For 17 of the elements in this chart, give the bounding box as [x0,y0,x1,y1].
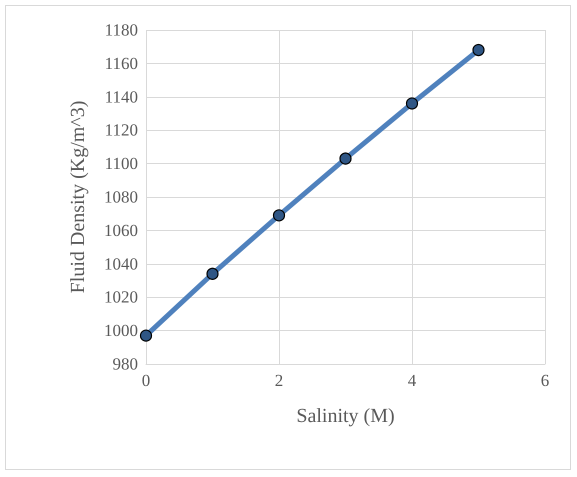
y-tick-label: 980 [112,354,138,374]
y-tick-label: 1080 [104,188,138,206]
y-tick-label: 1180 [104,20,138,40]
x-tick-label: 0 [142,371,150,390]
y-tick-label: 1120 [104,120,138,140]
y-tick-label: 1100 [104,154,138,174]
y-axis-title: Fluid Density (Kg/m^3) [67,100,89,294]
y-tick-label: 1040 [104,254,138,274]
y-tick-label: 1020 [104,288,138,307]
x-tick-label: 2 [274,371,284,390]
y-tick-label: 1000 [104,321,138,340]
y-tick-label: 1140 [104,87,138,106]
x-tick-label: 6 [540,371,550,390]
y-tick-label: 1060 [104,220,138,240]
x-axis-title: Salinity (M) [296,405,395,427]
y-tick-label: 1160 [104,54,138,73]
x-tick-label: 4 [408,371,417,390]
